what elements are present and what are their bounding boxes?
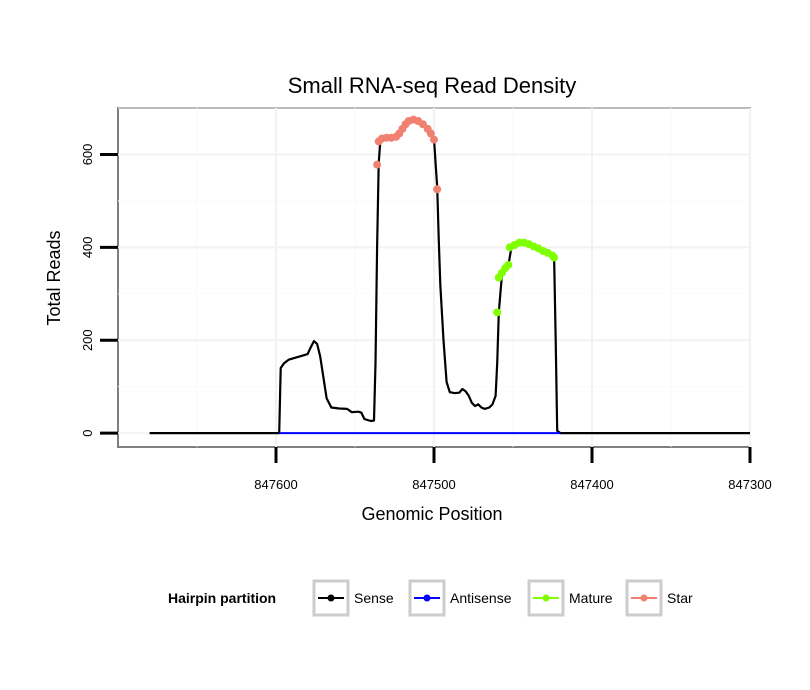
data-point-star [373,160,382,169]
legend-title: Hairpin partition [168,590,276,606]
data-point-star [433,185,442,194]
y-tick-label: 600 [80,144,95,166]
x-axis-ticks: 847600 847500 847400 847300 [254,447,772,492]
data-point-mature [550,253,559,262]
y-axis-label: Total Reads [44,230,64,325]
x-tick-label: 847500 [412,477,455,492]
x-axis-label: Genomic Position [361,504,502,524]
x-tick-label: 847600 [254,477,297,492]
legend-label-star: Star [667,590,693,606]
legend-label-antisense: Antisense [450,590,512,606]
y-tick-label: 0 [80,429,95,436]
chart-title: Small RNA-seq Read Density [288,73,577,98]
data-point-star [426,129,435,138]
legend: Hairpin partition Sense Antisense Mature St… [168,579,693,617]
y-tick-label: 400 [80,236,95,258]
data-point-mature [493,308,502,317]
data-point-mature [504,260,513,269]
legend-key-point [327,594,335,602]
legend-key-point [423,594,431,602]
legend-key-point [542,594,550,602]
legend-key-point [640,594,648,602]
x-tick-label: 847400 [570,477,613,492]
legend-label-sense: Sense [354,590,394,606]
y-tick-label: 200 [80,329,95,351]
y-axis-ticks: 0 200 400 600 [80,144,118,437]
legend-label-mature: Mature [569,590,613,606]
x-tick-label: 847300 [728,477,771,492]
data-point-star [430,135,438,144]
series-layer [149,115,750,435]
